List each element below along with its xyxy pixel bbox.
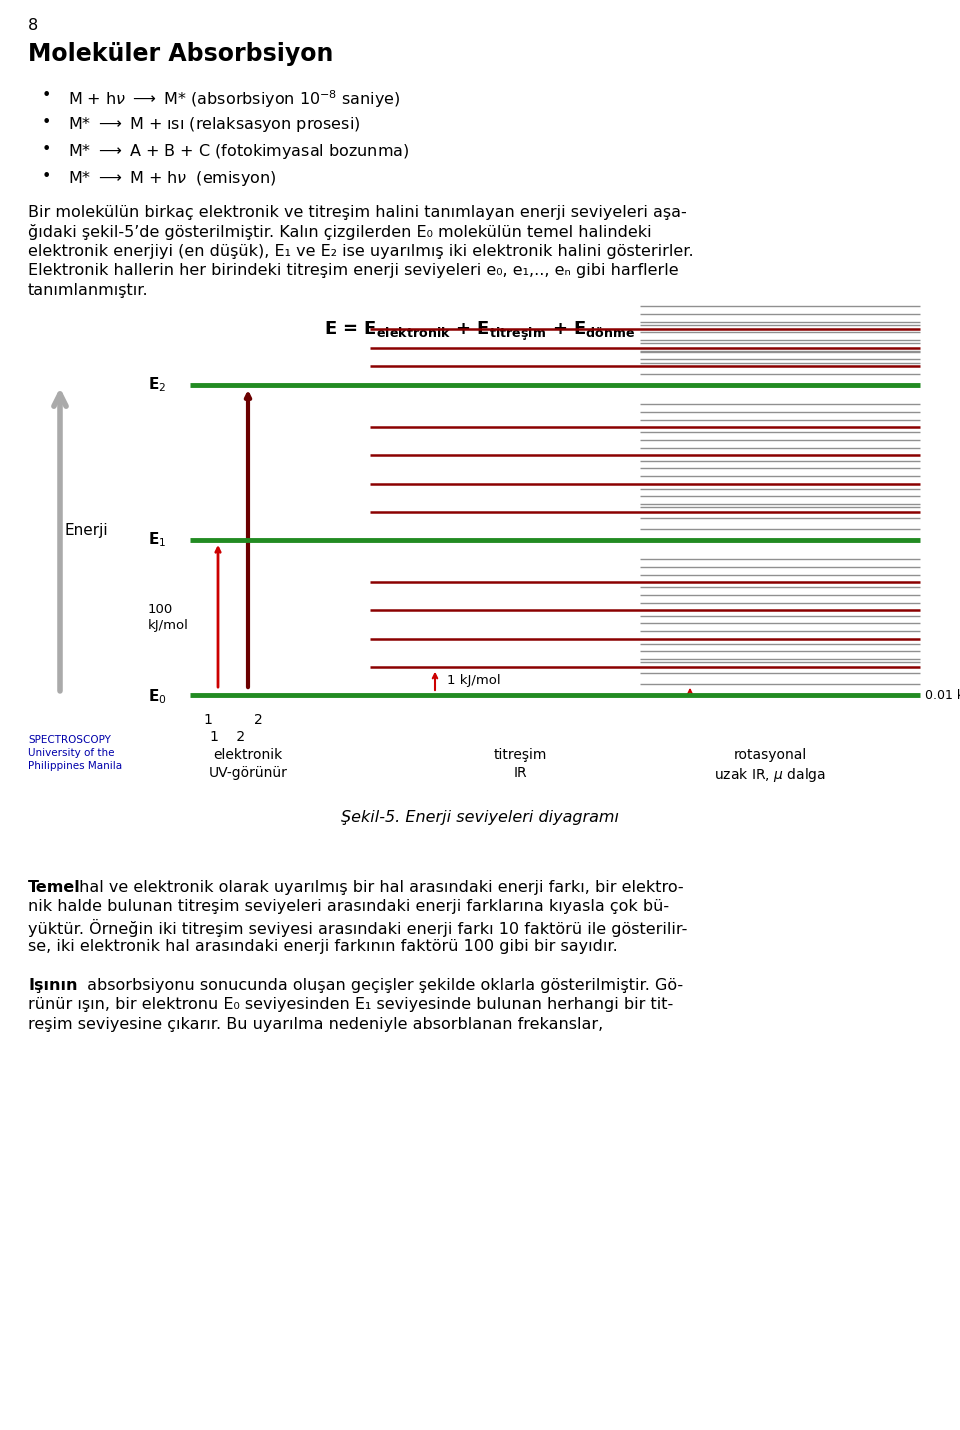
Text: M* $\longrightarrow$ A + B + C (fotokimyasal bozunma): M* $\longrightarrow$ A + B + C (fotokimy… — [68, 142, 409, 162]
Text: ğıdaki şekil-5’de gösterilmiştir. Kalın çizgilerden E₀ molekülün temel halindeki: ğıdaki şekil-5’de gösterilmiştir. Kalın … — [28, 225, 652, 240]
Text: 1    2: 1 2 — [210, 729, 246, 744]
Text: •: • — [42, 114, 52, 130]
Text: se, iki elektronik hal arasındaki enerji farkının faktörü 100 gibi bir sayıdır.: se, iki elektronik hal arasındaki enerji… — [28, 938, 617, 954]
Text: 0.01 kJ/mol: 0.01 kJ/mol — [925, 688, 960, 702]
Text: 1: 1 — [204, 714, 212, 726]
Text: •: • — [42, 169, 52, 184]
Text: UV-görünür: UV-görünür — [208, 766, 287, 779]
Text: E$_1$: E$_1$ — [148, 531, 166, 549]
Text: absorbsiyonu sonucunda oluşan geçişler şekilde oklarla gösterilmiştir. Gö-: absorbsiyonu sonucunda oluşan geçişler ş… — [82, 978, 684, 992]
Text: •: • — [42, 142, 52, 157]
Text: tanımlanmıştır.: tanımlanmıştır. — [28, 283, 149, 297]
Text: Elektronik hallerin her birindeki titreşim enerji seviyeleri e₀, e₁,.., eₙ gibi : Elektronik hallerin her birindeki titreş… — [28, 263, 679, 279]
Text: Moleküler Absorbsiyon: Moleküler Absorbsiyon — [28, 41, 333, 66]
Text: University of the: University of the — [28, 748, 114, 758]
Text: E$_0$: E$_0$ — [148, 688, 167, 706]
Text: M + h$\nu$ $\longrightarrow$ M* (absorbsiyon 10$^{-8}$ saniye): M + h$\nu$ $\longrightarrow$ M* (absorbs… — [68, 89, 400, 110]
Text: SPECTROSCOPY: SPECTROSCOPY — [28, 735, 110, 745]
Text: 2: 2 — [253, 714, 262, 726]
Text: 100
kJ/mol: 100 kJ/mol — [148, 603, 189, 632]
Text: yüktür. Örneğin iki titreşim seviyesi arasındaki enerji farkı 10 faktörü ile gös: yüktür. Örneğin iki titreşim seviyesi ar… — [28, 919, 687, 937]
Text: titreşim: titreşim — [493, 748, 546, 762]
Text: rotasyonal: rotasyonal — [733, 748, 806, 762]
Text: Temel: Temel — [28, 879, 81, 895]
Text: nik halde bulunan titreşim seviyeleri arasındaki enerji farklarına kıyasla çok b: nik halde bulunan titreşim seviyeleri ar… — [28, 899, 669, 915]
Text: reşim seviyesine çıkarır. Bu uyarılma nedeniyle absorblanan frekanslar,: reşim seviyesine çıkarır. Bu uyarılma ne… — [28, 1017, 603, 1032]
Text: Şekil-5. Enerji seviyeleri diyagramı: Şekil-5. Enerji seviyeleri diyagramı — [341, 809, 619, 825]
Text: •: • — [42, 89, 52, 103]
Text: uzak IR, $\mu$ dalga: uzak IR, $\mu$ dalga — [714, 766, 826, 784]
Text: elektronik enerjiyi (en düşük), E₁ ve E₂ ise uyarılmış iki elektronik halini gös: elektronik enerjiyi (en düşük), E₁ ve E₂… — [28, 245, 694, 259]
Text: E$_2$: E$_2$ — [148, 376, 166, 395]
Text: 8: 8 — [28, 19, 38, 33]
Text: Bir molekülün birkaç elektronik ve titreşim halini tanımlayan enerji seviyeleri : Bir molekülün birkaç elektronik ve titre… — [28, 204, 686, 220]
Text: hal ve elektronik olarak uyarılmış bir hal arasındaki enerji farkı, bir elektro-: hal ve elektronik olarak uyarılmış bir h… — [74, 879, 684, 895]
Text: E = E$_\mathregular{elektronik}$ + E$_\mathregular{titreşim}$ + E$_\mathregular{: E = E$_\mathregular{elektronik}$ + E$_\m… — [324, 320, 636, 343]
Text: IR: IR — [514, 766, 527, 779]
Text: M* $\longrightarrow$ M + ısı (relaksasyon prosesi): M* $\longrightarrow$ M + ısı (relaksasyo… — [68, 114, 360, 134]
Text: Işının: Işının — [28, 978, 78, 992]
Text: M* $\longrightarrow$ M + h$\nu$  (emisyon): M* $\longrightarrow$ M + h$\nu$ (emisyon… — [68, 169, 276, 187]
Text: rünür ışın, bir elektronu E₀ seviyesinden E₁ seviyesinde bulunan herhangi bir ti: rünür ışın, bir elektronu E₀ seviyesinde… — [28, 998, 673, 1012]
Text: Philippines Manila: Philippines Manila — [28, 761, 122, 771]
Text: 1 kJ/mol: 1 kJ/mol — [447, 675, 500, 688]
Text: elektronik: elektronik — [213, 748, 282, 762]
Text: Enerji: Enerji — [65, 522, 108, 538]
